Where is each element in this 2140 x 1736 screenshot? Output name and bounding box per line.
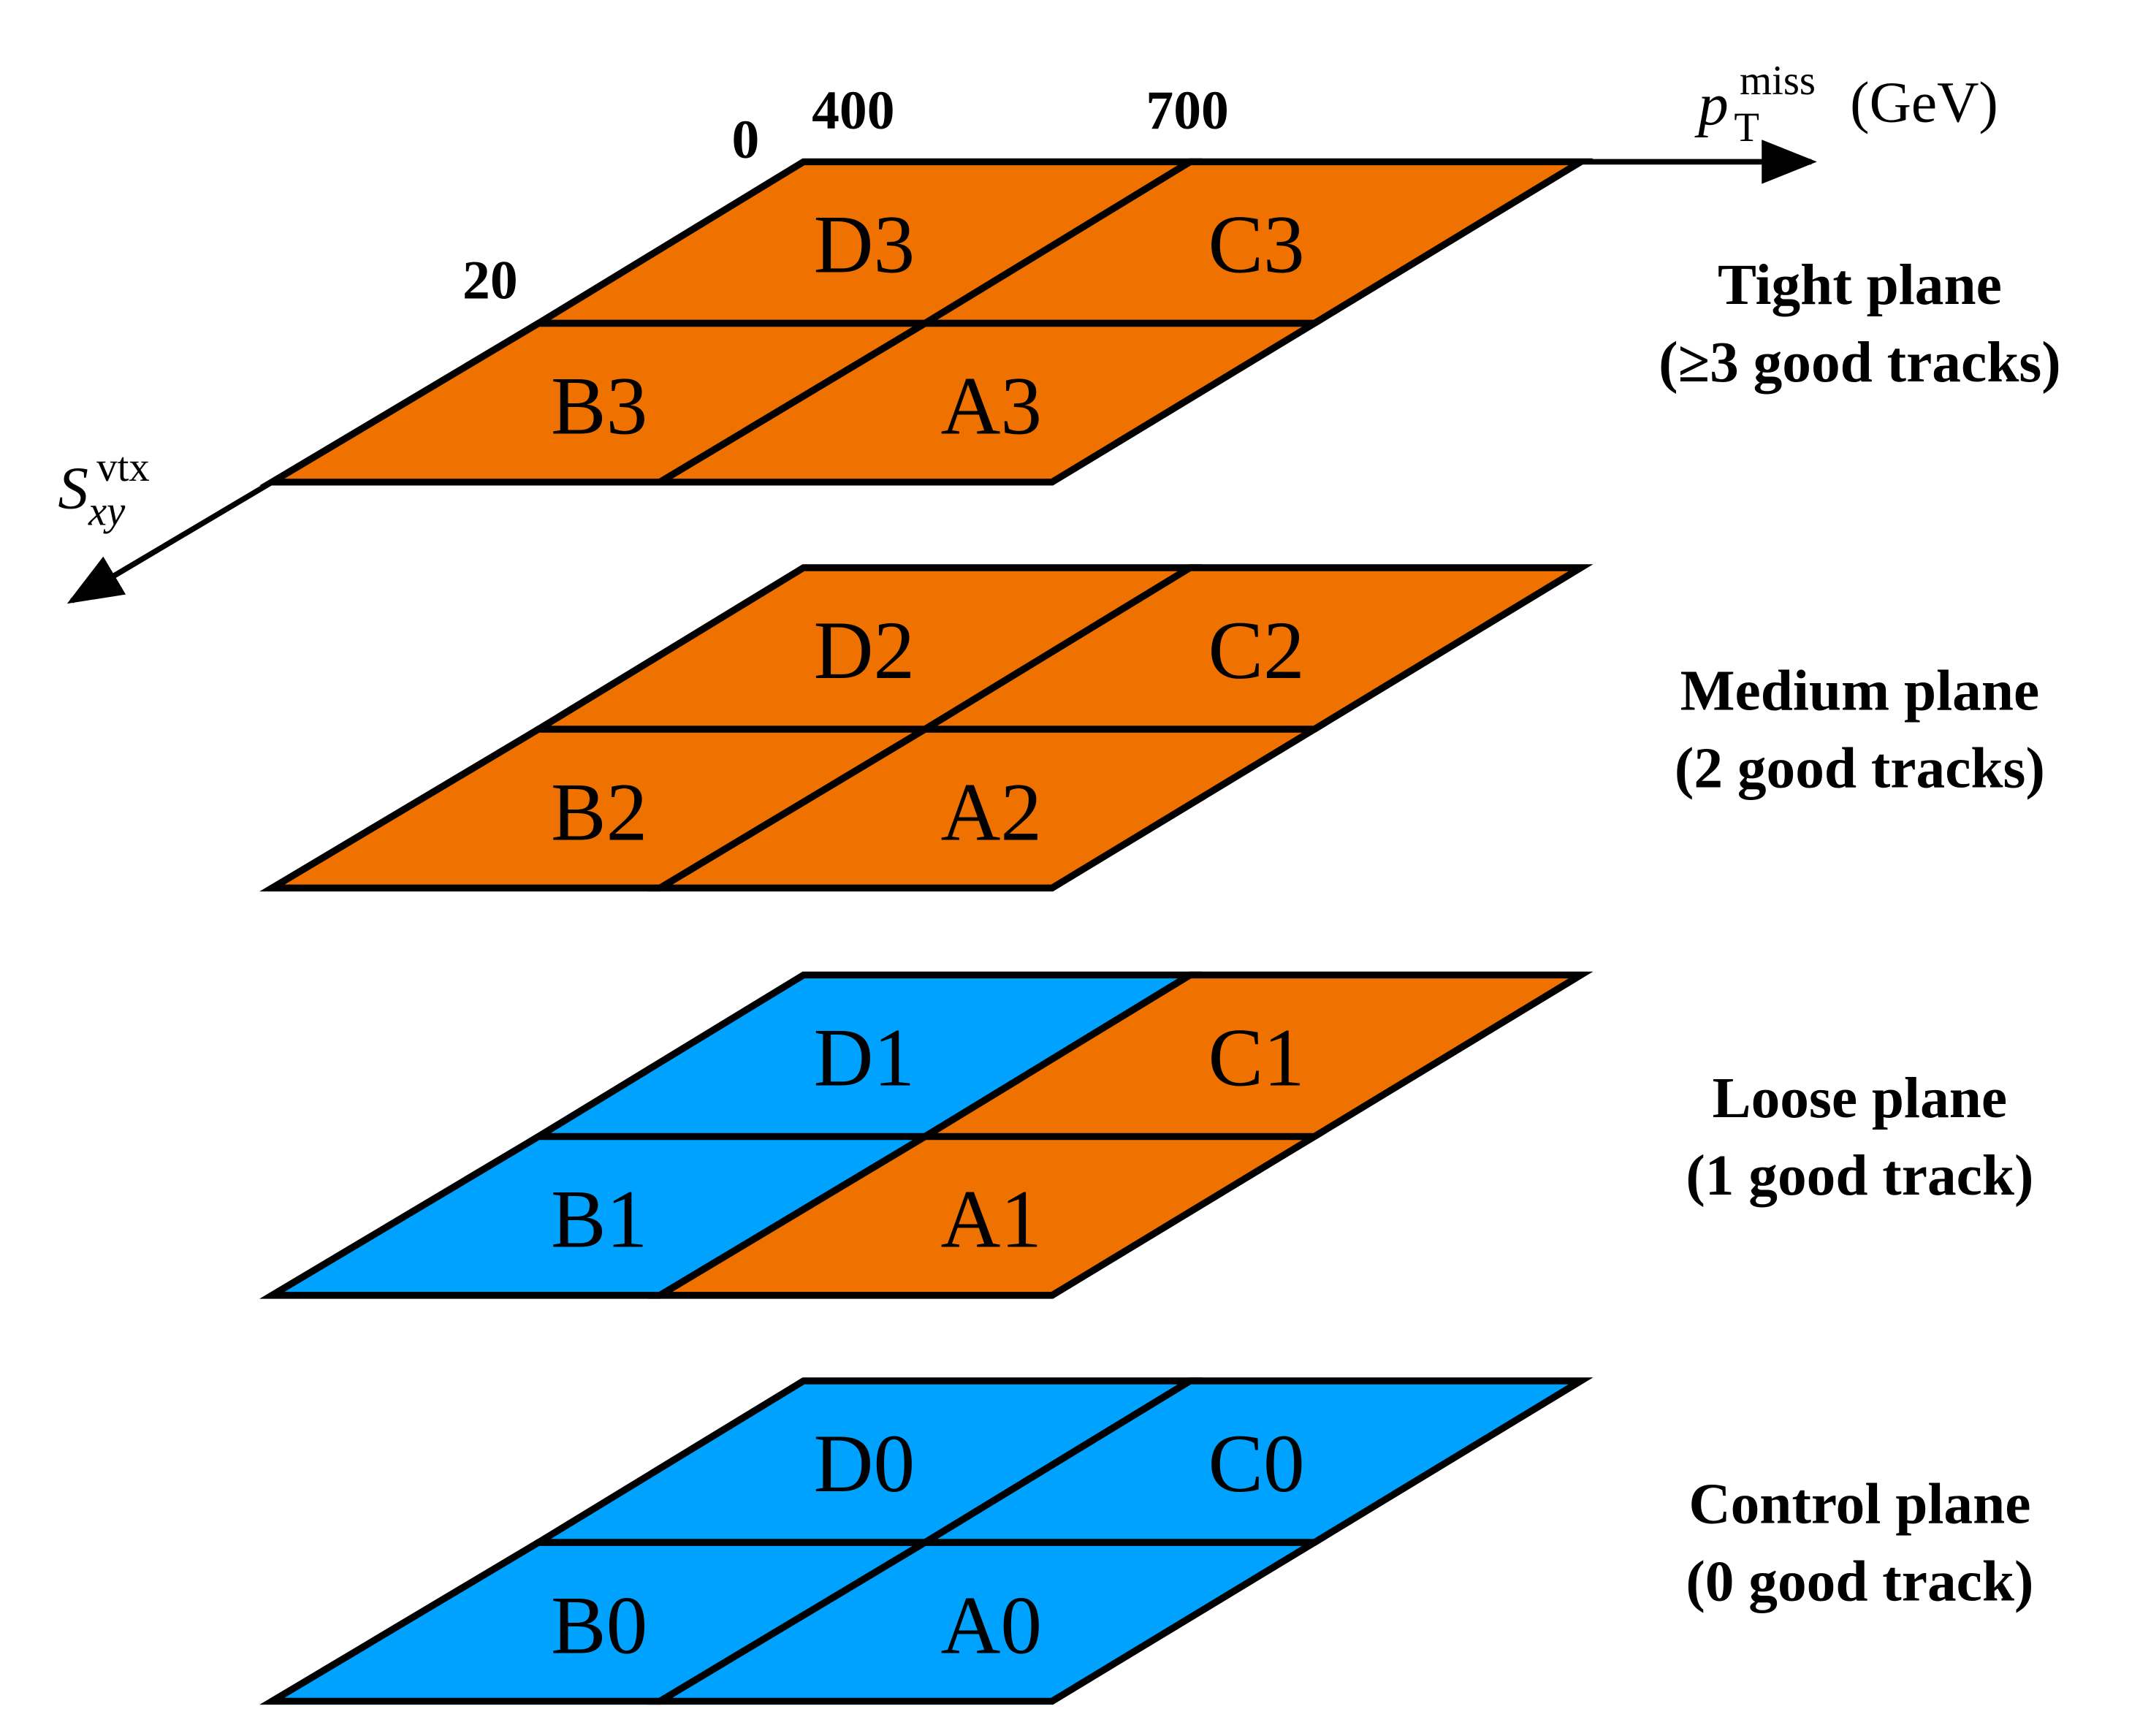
region-label: B0 [551, 1579, 647, 1671]
ptmiss-symbol: p [1694, 70, 1729, 137]
plane-title: Tight plane [1718, 253, 2002, 317]
region-a3 [647, 319, 1327, 486]
planes-group: D3 C3 B3 A3 Tight plane (≥3 good tracks) D2 C2 B… [259, 158, 2061, 1705]
region-label: A2 [940, 766, 1042, 858]
plane-title: Medium plane [1680, 659, 2040, 723]
region-label: B2 [551, 766, 647, 858]
plane-title: Loose plane [1713, 1066, 2007, 1130]
sxy-axis-arrow [66, 479, 274, 604]
region-label: A3 [940, 360, 1042, 452]
y-tick-0: 0 [732, 110, 760, 170]
sxy-axis-label: S xy vtx [58, 444, 149, 534]
region-label: C0 [1208, 1417, 1304, 1510]
region-label: C2 [1208, 604, 1304, 696]
region-label: A1 [940, 1173, 1042, 1265]
x-tick-700: 700 [1146, 80, 1228, 141]
plane-0: D3 C3 B3 A3 Tight plane (≥3 good tracks) [259, 158, 2061, 486]
region-a1 [647, 1132, 1327, 1299]
region-label: D3 [814, 199, 915, 291]
y-tick-20: 20 [462, 251, 518, 311]
ptmiss-superscript: miss [1740, 58, 1816, 104]
ptmiss-subscript: T [1734, 104, 1759, 151]
plane-subtitle: (≥3 good tracks) [1659, 330, 2061, 395]
plane-1: D2 C2 B2 A2 Medium plane (2 good tracks) [259, 564, 2045, 892]
plane-title: Control plane [1688, 1472, 2030, 1537]
sxy-superscript: vtx [96, 444, 149, 490]
plane-subtitle: (1 good track) [1686, 1143, 2033, 1208]
region-label: D2 [814, 604, 915, 696]
plane-3: D0 C0 B0 A0 Control plane (0 good track) [259, 1377, 2033, 1705]
x-tick-400: 400 [812, 80, 894, 141]
sxy-subscript: xy [88, 488, 126, 534]
plane-subtitle: (2 good tracks) [1675, 736, 2045, 800]
ptmiss-unit: (GeV) [1850, 71, 1998, 135]
region-label: D1 [814, 1012, 915, 1104]
region-a2 [647, 726, 1327, 892]
region-label: B3 [551, 360, 647, 452]
ptmiss-axis-label: p T miss (GeV) [1694, 58, 1998, 151]
plane-2: D1 C1 B1 A1 Loose plane (1 good track) [259, 971, 2033, 1299]
region-label: C1 [1208, 1012, 1304, 1104]
region-label: B1 [551, 1173, 647, 1265]
plane-subtitle: (0 good track) [1686, 1549, 2033, 1613]
sxy-symbol: S [58, 454, 88, 522]
region-a0 [647, 1539, 1327, 1705]
region-label: A0 [940, 1579, 1042, 1671]
region-label: D0 [814, 1417, 915, 1510]
region-label: C3 [1208, 199, 1304, 291]
